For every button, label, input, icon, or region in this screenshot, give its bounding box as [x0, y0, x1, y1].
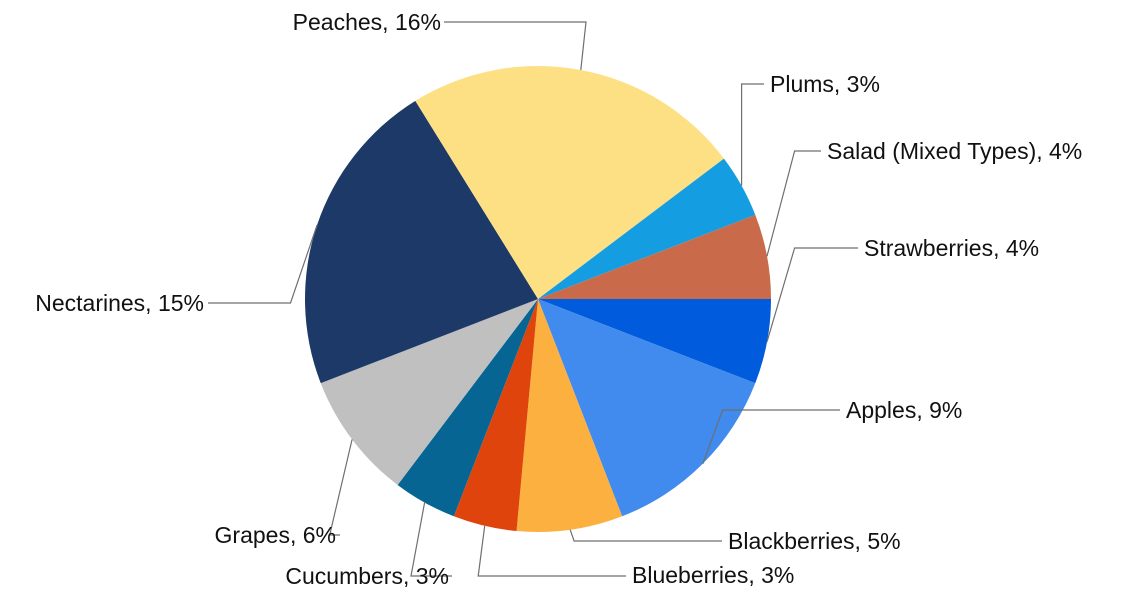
slice-apples — [538, 299, 756, 517]
slice-blackberries — [516, 299, 623, 533]
leader-salad-mixed-types — [766, 150, 821, 257]
label-cucumbers: Cucumbers, 3% — [285, 563, 449, 589]
leader-blueberries — [477, 525, 626, 577]
label-salad-mixed-types: Salad (Mixed Types), 4% — [827, 138, 1082, 164]
label-apples: Apples, 9% — [846, 397, 962, 423]
label-blackberries: Blackberries, 5% — [728, 528, 901, 554]
label-nectarines: Nectarines, 15% — [35, 290, 204, 316]
slice-grapes — [320, 299, 538, 485]
leader-plums — [740, 83, 764, 186]
leader-grapes — [328, 439, 353, 536]
slice-labels: Strawberries, 4% Apples, 9% Blackberries… — [35, 9, 1082, 589]
slice-nectarines — [304, 100, 538, 384]
label-plums: Plums, 3% — [770, 71, 880, 97]
slice-peaches — [415, 66, 724, 299]
label-peaches: Peaches, 16% — [293, 9, 441, 35]
slice-strawberries — [538, 299, 771, 384]
leader-apples — [702, 409, 840, 465]
leader-lines — [208, 21, 858, 577]
leader-strawberries — [766, 247, 858, 342]
slice-cucumbers — [397, 299, 538, 517]
leader-blackberries — [569, 529, 722, 542]
leader-cucumbers — [410, 502, 452, 577]
label-strawberries: Strawberries, 4% — [864, 235, 1039, 261]
label-grapes: Grapes, 6% — [215, 522, 336, 548]
leader-nectarines — [208, 224, 318, 304]
slice-salad-mixed-types — [538, 214, 771, 299]
pie-slices — [304, 66, 771, 533]
slice-plums — [538, 158, 756, 299]
leader-peaches — [444, 21, 587, 71]
slice-blueberries — [453, 299, 538, 532]
label-blueberries: Blueberries, 3% — [632, 562, 794, 588]
